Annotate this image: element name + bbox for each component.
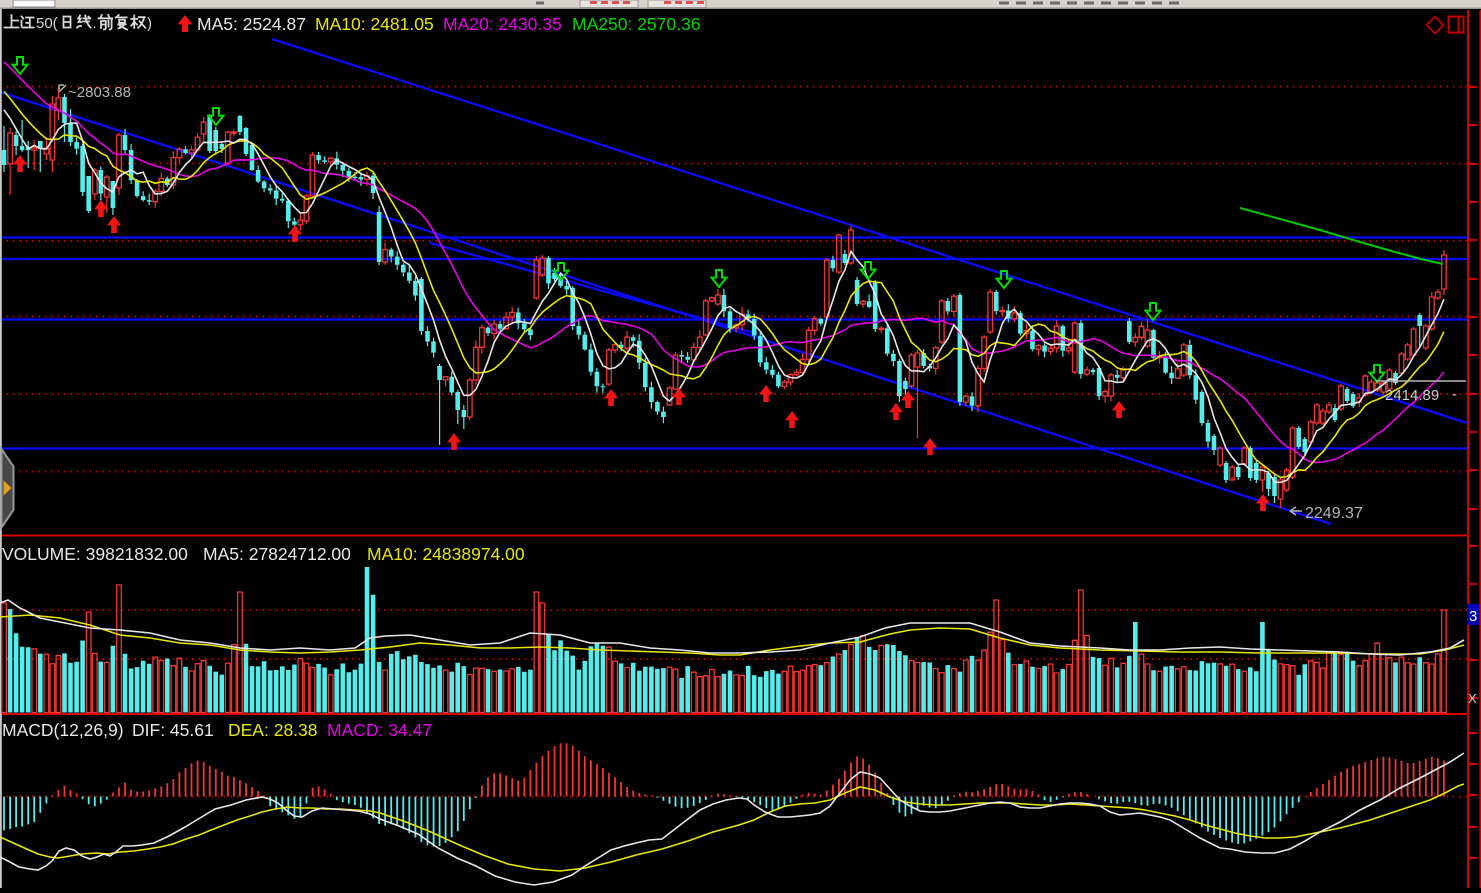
svg-text:MA250: 2570.36: MA250: 2570.36 bbox=[572, 14, 700, 34]
svg-text:DEA: 28.38: DEA: 28.38 bbox=[228, 720, 318, 740]
svg-text:X: X bbox=[1468, 691, 1477, 706]
svg-text:~2803.88: ~2803.88 bbox=[68, 84, 131, 101]
svg-text:2414.89: 2414.89 bbox=[1385, 387, 1439, 404]
svg-text:MA10: 2481.05: MA10: 2481.05 bbox=[315, 14, 434, 34]
svg-text:MA20: 2430.35: MA20: 2430.35 bbox=[443, 14, 562, 34]
svg-text:.: . bbox=[93, 15, 97, 32]
svg-text:3: 3 bbox=[1469, 608, 1477, 625]
svg-text:VOLUME: 39821832.00: VOLUME: 39821832.00 bbox=[2, 544, 188, 564]
svg-text:MACD: 34.47: MACD: 34.47 bbox=[327, 720, 432, 740]
svg-text:MA10: 24838974.00: MA10: 24838974.00 bbox=[367, 544, 525, 564]
svg-text:DIF: 45.61: DIF: 45.61 bbox=[132, 720, 214, 740]
svg-text:50(: 50( bbox=[36, 15, 58, 32]
svg-text:-: - bbox=[1452, 386, 1457, 403]
svg-text:MACD(12,26,9): MACD(12,26,9) bbox=[2, 720, 124, 740]
svg-text:): ) bbox=[147, 15, 152, 32]
svg-text:MA5: 2524.87: MA5: 2524.87 bbox=[197, 14, 306, 34]
svg-text:2249.37: 2249.37 bbox=[1305, 505, 1363, 522]
svg-text:MA5: 27824712.00: MA5: 27824712.00 bbox=[203, 544, 351, 564]
